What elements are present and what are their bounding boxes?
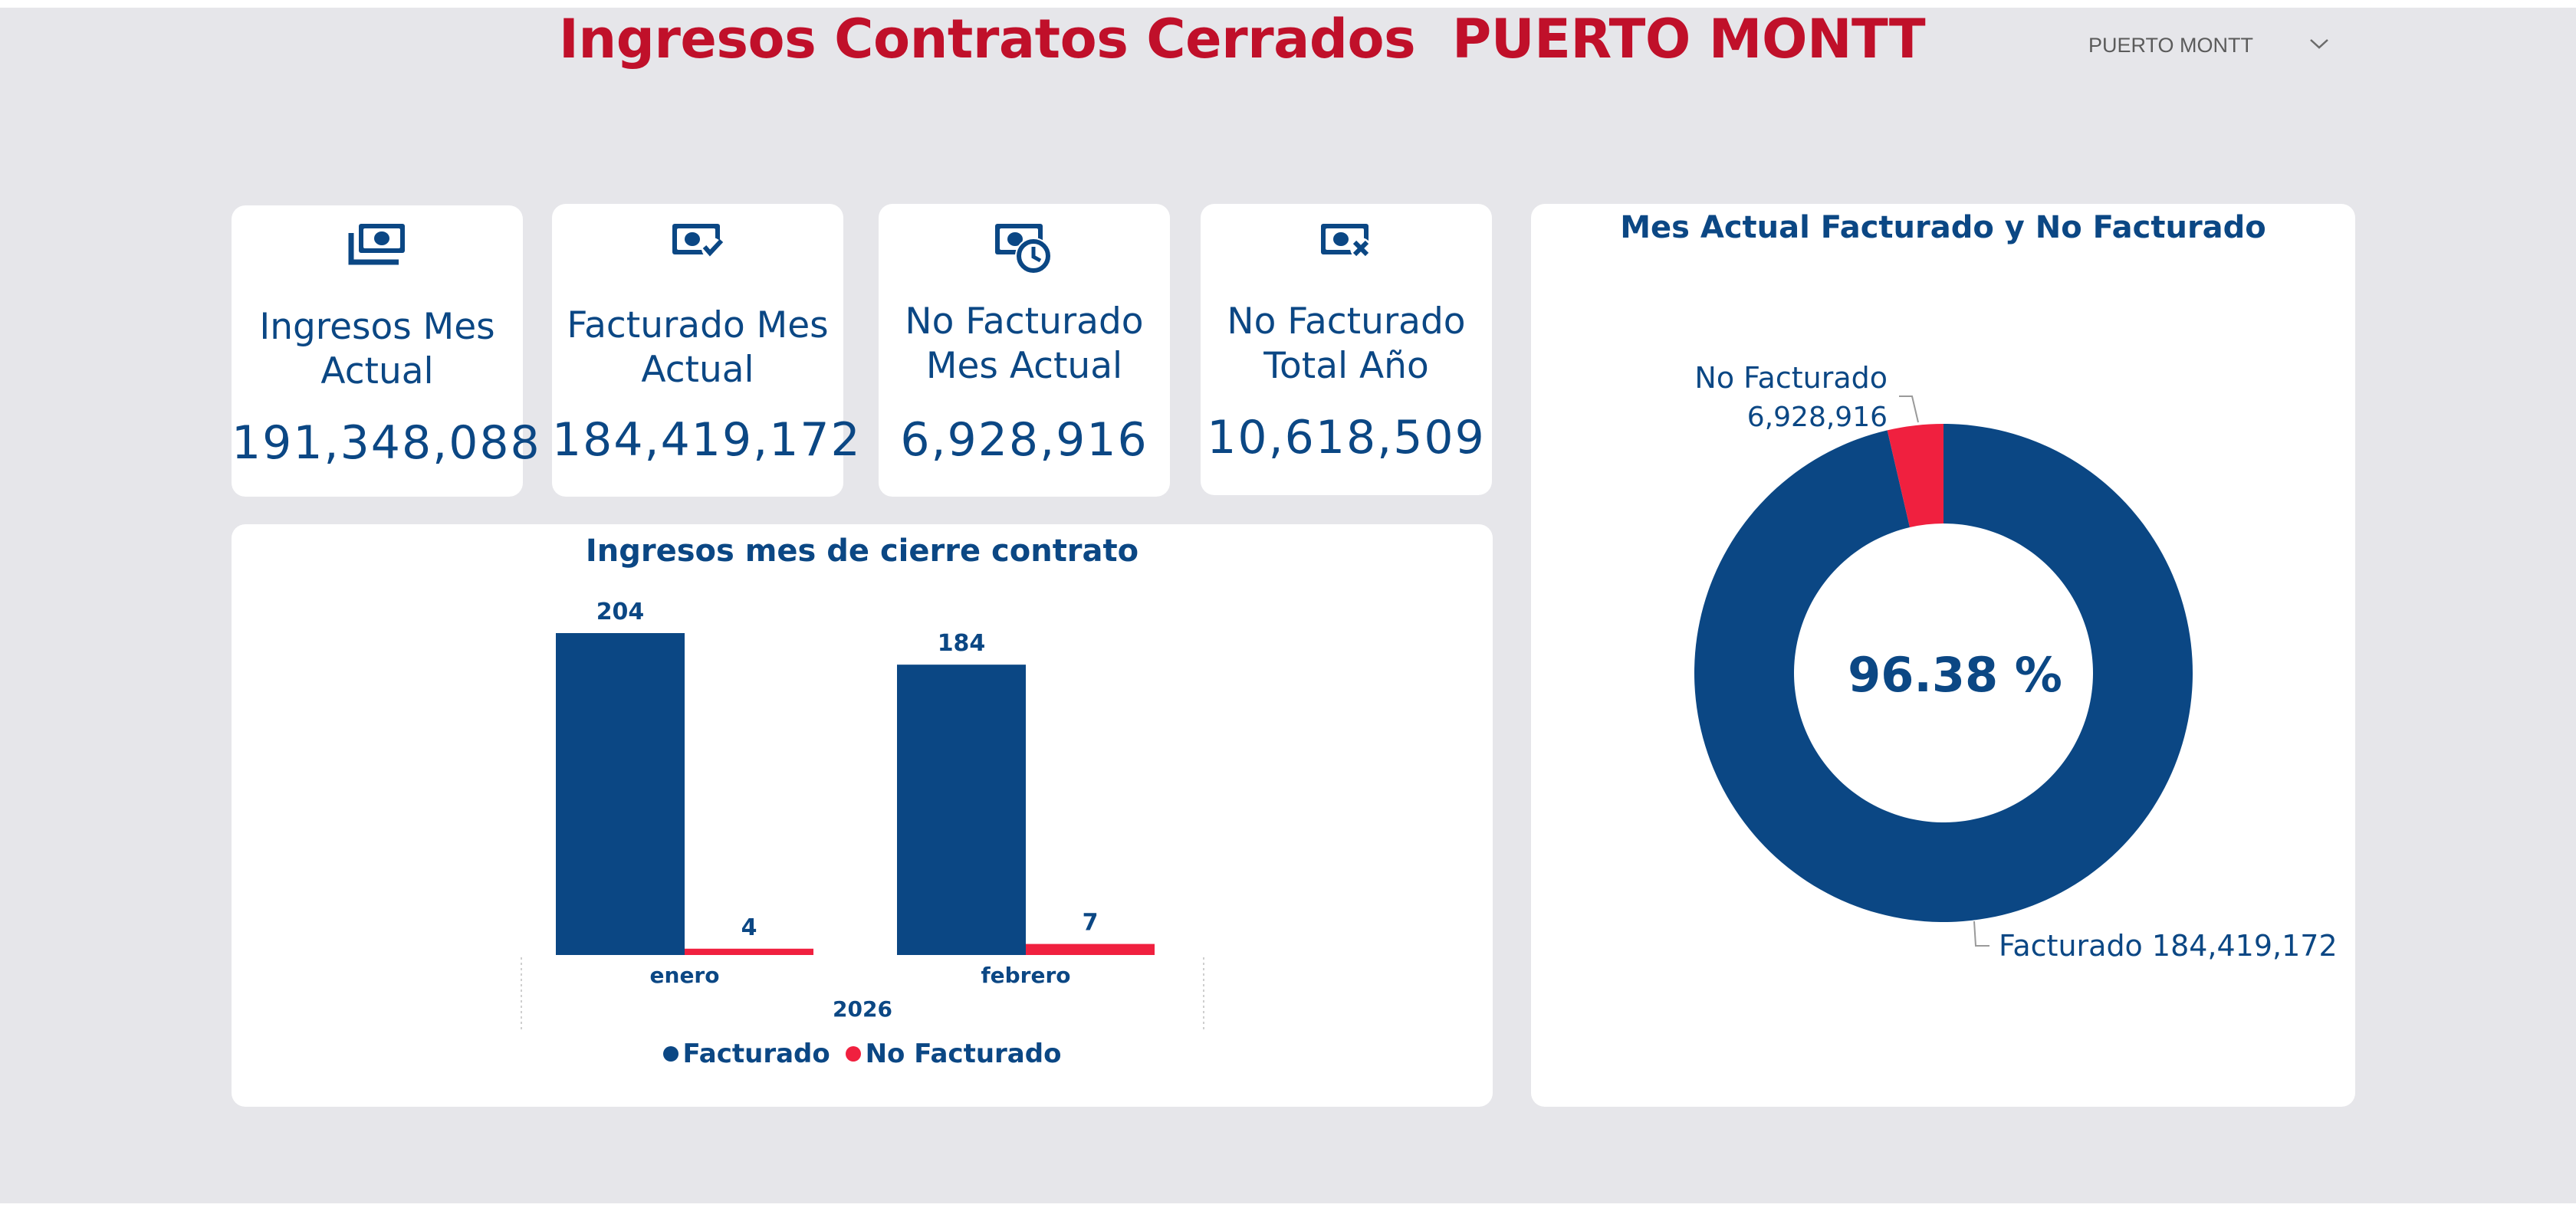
- bar-data-label: 184: [938, 630, 986, 657]
- donut-label-name: No Facturado: [1694, 361, 1888, 395]
- money-stack-icon: [348, 224, 405, 265]
- legend-dot-no-facturado: [845, 1046, 861, 1062]
- donut-label-value: 184,419,172: [2152, 929, 2338, 963]
- money-x-icon: [1321, 224, 1372, 259]
- kpi-card-no-facturado-mes-actual[interactable]: No Facturado Mes Actual 6,928,916: [879, 204, 1170, 497]
- legend-dot-facturado: [662, 1046, 678, 1062]
- kpi-value: 10,618,509: [1207, 411, 1486, 464]
- kpi-label-line2: Total Año: [1263, 345, 1429, 387]
- x-tick-label: enero: [650, 963, 720, 988]
- donut-label-value: 6,928,916: [1747, 402, 1888, 433]
- kpi-card-facturado-mes-actual[interactable]: Facturado Mes Actual 184,419,172: [552, 204, 862, 497]
- leader-line-no-facturado: [1899, 395, 1919, 423]
- kpi-value: 6,928,916: [900, 413, 1148, 467]
- slicer-selected-value: PUERTO MONTT: [2088, 34, 2254, 57]
- bar-chart: 204 4 enero 184 7 febrero 2026: [521, 599, 1204, 1030]
- city-slicer-dropdown[interactable]: PUERTO MONTT: [2070, 23, 2338, 69]
- x-tick-label: febrero: [981, 963, 1070, 988]
- donut-slice-facturado[interactable]: [1694, 424, 2193, 922]
- bar-facturado-enero[interactable]: [556, 633, 685, 955]
- legend-item-facturado[interactable]: Facturado: [662, 1039, 830, 1069]
- donut-label-name: Facturado: [1999, 929, 2152, 963]
- money-clock-icon: [995, 224, 1052, 274]
- legend-label: No Facturado: [865, 1039, 1062, 1069]
- kpi-label-line1: No Facturado: [1227, 300, 1466, 343]
- kpi-value: 184,419,172: [552, 413, 862, 467]
- bar-no-facturado-enero[interactable]: [685, 948, 813, 955]
- bar-chart-card: Ingresos mes de cierre contrato 204 4 ener…: [232, 524, 1493, 1107]
- donut-label-facturado: Facturado 184,419,172: [1999, 929, 2338, 963]
- legend-label: Facturado: [682, 1039, 830, 1069]
- kpi-card-no-facturado-total-ano[interactable]: No Facturado Total Año 10,618,509: [1201, 204, 1492, 495]
- bar-data-label: 4: [741, 914, 757, 941]
- bar-chart-legend: Facturado No Facturado: [232, 1038, 1493, 1069]
- kpi-label-line1: Ingresos Mes: [259, 306, 495, 348]
- donut-chart-card: Mes Actual Facturado y No Facturado 96.3…: [1531, 204, 2355, 1107]
- donut-center-percent: 96.38 %: [1848, 647, 2062, 703]
- bar-no-facturado-febrero[interactable]: [1026, 944, 1155, 955]
- kpi-label-line2: Mes Actual: [925, 345, 1123, 387]
- kpi-label-line1: Facturado Mes: [567, 304, 829, 346]
- donut-slice-no-facturado[interactable]: [1887, 424, 1944, 528]
- page-title: Ingresos Contratos Cerrados PUERTO MONTT: [558, 8, 1926, 71]
- x-year-label: 2026: [833, 996, 892, 1022]
- kpi-label-line2: Actual: [320, 350, 434, 392]
- kpi-card-ingresos-mes-actual[interactable]: Ingresos Mes Actual 191,348,088: [232, 205, 541, 497]
- money-check-icon: [672, 224, 724, 259]
- kpi-value: 191,348,088: [232, 416, 541, 470]
- bar-facturado-febrero[interactable]: [897, 665, 1026, 955]
- bar-chart-title: Ingresos mes de cierre contrato: [585, 533, 1139, 569]
- leader-line-facturado: [1973, 921, 1990, 947]
- bar-data-label: 204: [596, 599, 645, 625]
- donut-chart-title: Mes Actual Facturado y No Facturado: [1620, 210, 2266, 245]
- chevron-down-icon[interactable]: [2308, 32, 2331, 55]
- donut-chart: 96.38 % No Facturado 6,928,916 Facturado 18…: [1694, 361, 2338, 963]
- legend-item-no-facturado[interactable]: No Facturado: [845, 1039, 1062, 1069]
- kpi-label-line1: No Facturado: [905, 300, 1144, 343]
- bar-data-label: 7: [1083, 910, 1099, 937]
- kpi-label-line2: Actual: [641, 349, 754, 391]
